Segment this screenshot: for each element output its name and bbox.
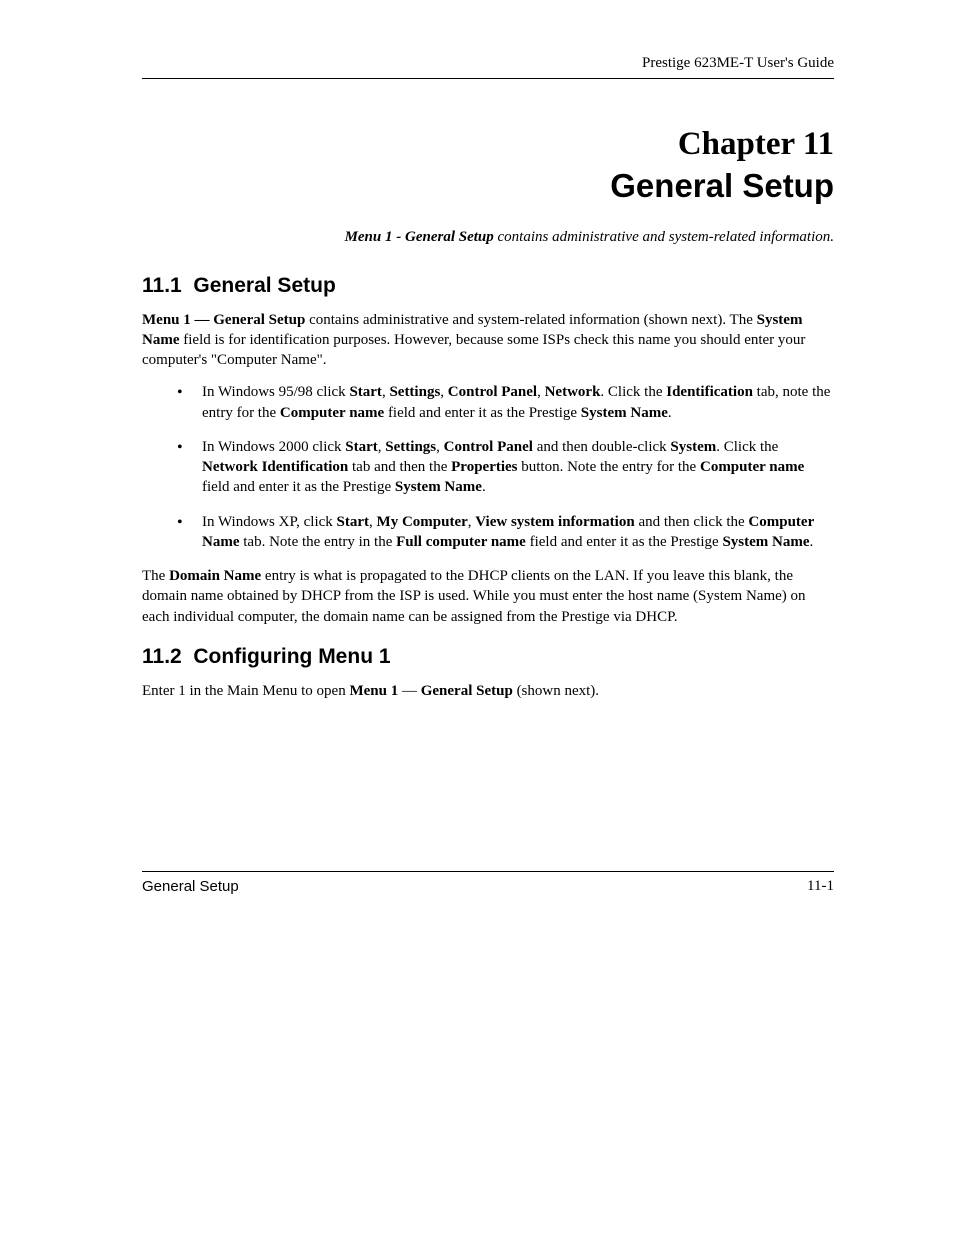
bullet-list-11-1: In Windows 95/98 click Start, Settings, …: [142, 382, 834, 552]
guide-title: Prestige 623ME-T User's Guide: [642, 55, 834, 71]
chapter-title: General Setup: [142, 165, 834, 206]
list-item: In Windows XP, click Start, My Computer,…: [142, 512, 834, 553]
section-title: Configuring Menu 1: [193, 645, 390, 668]
section-heading-11-1: 11.1 General Setup: [142, 274, 834, 298]
section-title: General Setup: [193, 274, 335, 297]
footer-page-number: 11-1: [807, 878, 834, 895]
section-number: 11.2: [142, 645, 182, 668]
section-heading-11-2: 11.2 Configuring Menu 1: [142, 645, 834, 669]
list-item: In Windows 2000 click Start, Settings, C…: [142, 437, 834, 498]
page-header: Prestige 623ME-T User's Guide: [142, 55, 834, 79]
chapter-number: Chapter 11: [142, 124, 834, 165]
chapter-subtitle: Menu 1 - General Setup contains administ…: [142, 229, 834, 246]
section-intro-11-2: Enter 1 in the Main Menu to open Menu 1 …: [142, 681, 834, 701]
section-outro-11-1: The Domain Name entry is what is propaga…: [142, 566, 834, 627]
footer-section-name: General Setup: [142, 878, 239, 895]
section-intro-11-1: Menu 1 — General Setup contains administ…: [142, 310, 834, 371]
page-container: Prestige 623ME-T User's Guide Chapter 11…: [0, 0, 954, 1235]
section-number: 11.1: [142, 274, 182, 297]
chapter-heading: Chapter 11 General Setup: [142, 124, 834, 207]
page-footer: General Setup 11-1: [142, 871, 834, 895]
list-item: In Windows 95/98 click Start, Settings, …: [142, 382, 834, 423]
